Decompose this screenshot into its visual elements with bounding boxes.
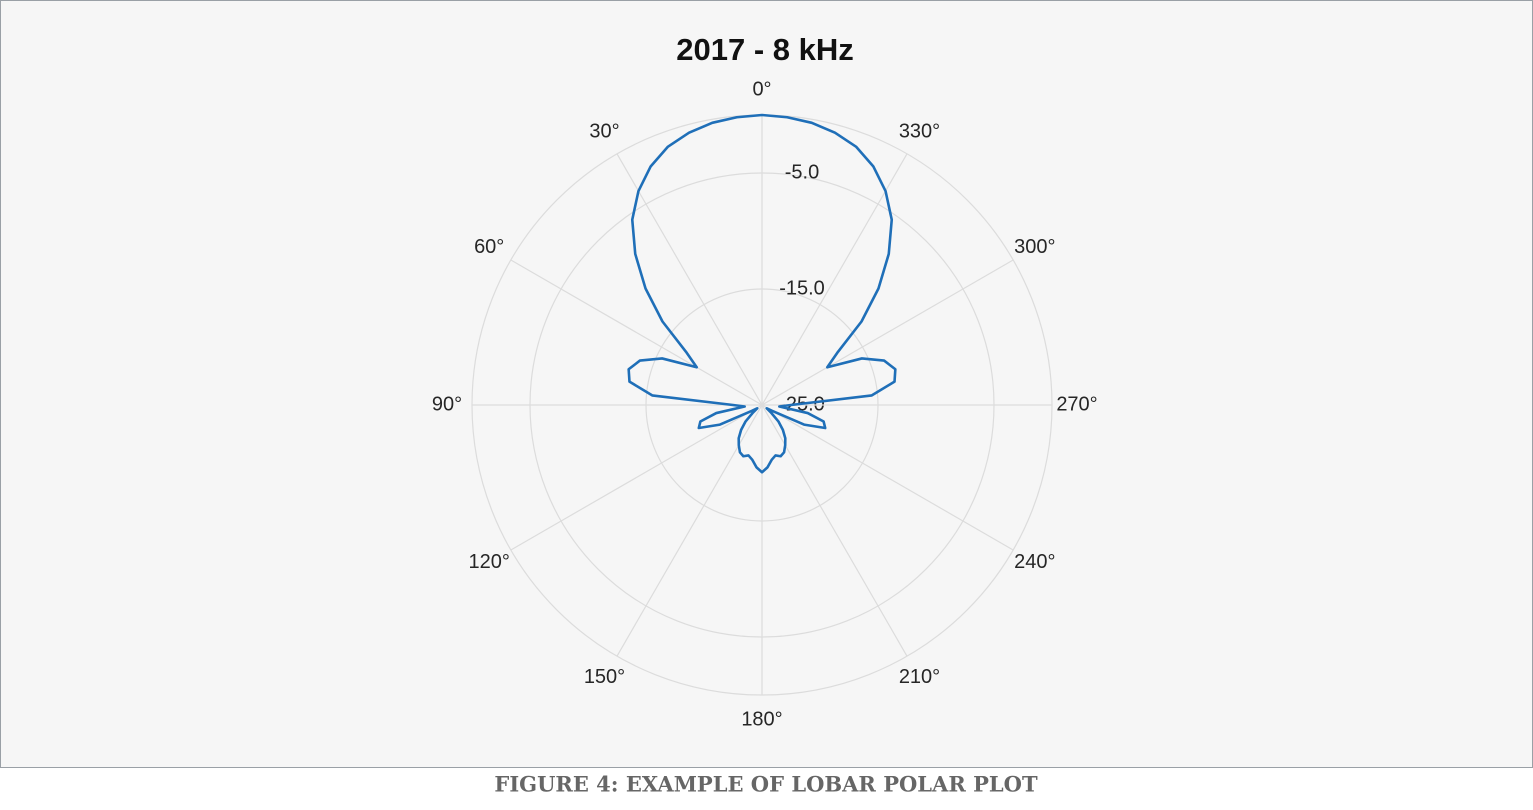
grid-spoke xyxy=(510,259,763,406)
theta-tick-label: 330° xyxy=(899,120,940,142)
r-tick-label: -5.0 xyxy=(785,161,819,183)
theta-tick-label: 300° xyxy=(1014,236,1055,258)
theta-tick-label: 270° xyxy=(1056,393,1097,415)
theta-tick-label: 210° xyxy=(899,666,940,688)
grid-spoke xyxy=(616,153,763,406)
figure-caption: FIGURE 4: EXAMPLE OF LOBAR POLAR PLOT xyxy=(494,772,1038,797)
theta-tick-label: 60° xyxy=(474,236,504,258)
polar-line xyxy=(627,113,897,474)
grid-spoke xyxy=(761,153,908,406)
r-tick-label: -15.0 xyxy=(779,277,825,299)
grid-spoke xyxy=(761,259,1014,406)
grid-spoke xyxy=(510,404,763,551)
figure-frame xyxy=(0,0,1533,768)
theta-tick-label: 120° xyxy=(469,551,510,573)
theta-tick-label: 90° xyxy=(432,393,462,415)
theta-tick-label: 150° xyxy=(584,666,625,688)
chart-title: 2017 - 8 kHz xyxy=(676,32,854,67)
polar-axes: -25.0-15.0-5.00°30°60°90°120°150°180°210… xyxy=(432,78,1098,730)
theta-tick-label: 30° xyxy=(589,120,619,142)
grid-spoke xyxy=(761,404,1014,551)
theta-tick-label: 0° xyxy=(752,78,771,100)
theta-tick-label: 240° xyxy=(1014,551,1055,573)
theta-tick-label: 180° xyxy=(741,708,782,730)
